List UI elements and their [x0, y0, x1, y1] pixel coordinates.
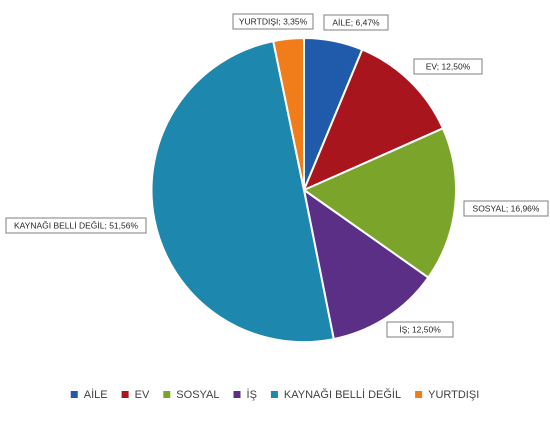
data-label-6: YURTDIŞI; 3,35% — [232, 13, 314, 30]
pie-data-labels: AİLE; 6,47% EV; 12,50% SOSYAL; 16,96% İŞ; 1… — [5, 13, 549, 338]
data-label-box — [386, 321, 454, 338]
pie-slice-2 — [302, 48, 445, 192]
data-label-text: KAYNAĞI BELLİ DEĞİL; 51,56% — [14, 221, 139, 231]
legend-item-2: EV — [121, 389, 150, 401]
data-label-text: EV; 12,50% — [426, 62, 471, 72]
data-label-box — [463, 200, 549, 217]
data-label-2: EV; 12,50% — [413, 58, 483, 75]
legend-label: EV — [135, 389, 150, 401]
legend-item-1: AİLE — [70, 388, 108, 401]
pie-slice-4 — [302, 187, 430, 341]
legend-item-3: SOSYAL — [163, 389, 220, 401]
data-label-box — [413, 58, 483, 75]
data-label-3: SOSYAL; 16,96% — [463, 200, 549, 217]
legend-swatch — [70, 391, 78, 398]
pie-slice-6 — [272, 36, 305, 191]
legend-label: YURTDIŞI — [428, 389, 479, 401]
legend-item-5: KAYNAĞI BELLİ DEĞİL — [270, 388, 401, 401]
legend-item-6: YURTDIŞI — [415, 389, 479, 401]
legend-item-4: İŞ — [233, 388, 257, 401]
legend-swatch — [415, 391, 423, 398]
legend-label: İŞ — [247, 388, 257, 401]
legend-swatch — [163, 391, 171, 398]
legend-label: AİLE — [84, 388, 108, 401]
legend-label: KAYNAĞI BELLİ DEĞİL — [284, 388, 401, 401]
legend-swatch — [270, 391, 278, 398]
data-label-box — [323, 14, 389, 31]
data-label-box — [232, 13, 314, 30]
data-label-5: KAYNAĞI BELLİ DEĞİL; 51,56% — [5, 217, 147, 234]
data-label-4: İŞ; 12,50% — [386, 321, 454, 338]
data-label-text: İŞ; 12,50% — [399, 325, 441, 335]
chart-legend: AİLE EV SOSYAL İŞ KAYNAĞI BELLİ DEĞİL YURTDIŞ… — [70, 388, 479, 401]
legend-swatch — [233, 391, 241, 398]
legend-label: SOSYAL — [176, 389, 219, 401]
data-label-box — [5, 217, 147, 234]
data-label-1: AİLE; 6,47% — [323, 14, 389, 31]
data-label-text: YURTDIŞI; 3,35% — [239, 17, 308, 27]
legend-swatch — [121, 391, 129, 398]
pie-slices — [150, 36, 457, 344]
data-label-text: AİLE; 6,47% — [332, 18, 380, 28]
pie-slice-3 — [301, 127, 457, 279]
data-label-text: SOSYAL; 16,96% — [473, 204, 540, 214]
